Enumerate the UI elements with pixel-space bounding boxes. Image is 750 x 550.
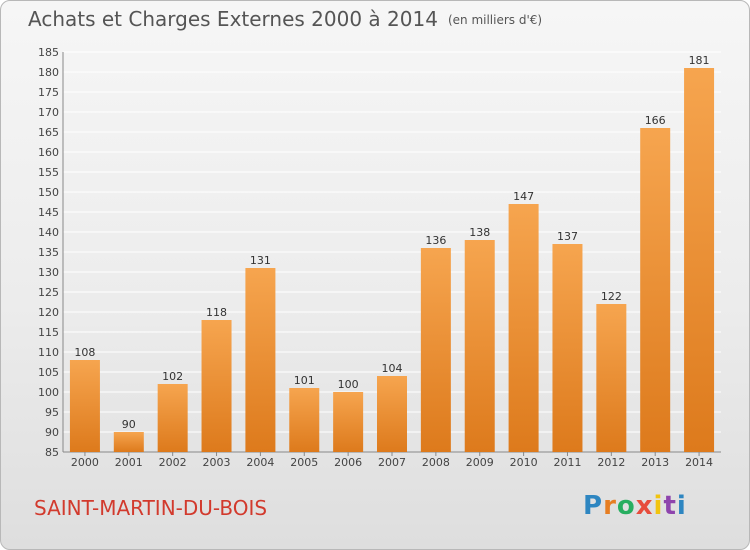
y-tick-label: 150 (38, 186, 59, 199)
x-tick-label: 2003 (203, 456, 231, 469)
y-tick-label: 145 (38, 206, 59, 219)
y-tick-label: 90 (45, 426, 59, 439)
bar-value-label: 122 (601, 290, 622, 303)
bar-value-label: 166 (645, 114, 666, 127)
y-tick-label: 160 (38, 146, 59, 159)
bar-2006 (333, 392, 364, 452)
bar-2007 (377, 376, 407, 452)
y-tick-label: 130 (38, 266, 59, 279)
x-tick-label: 2000 (71, 456, 99, 469)
logo-letter: i (653, 491, 664, 521)
x-tick-label: 2010 (510, 456, 538, 469)
logo-letter: o (616, 491, 636, 521)
bar-2012 (596, 304, 627, 452)
bar-value-label: 147 (513, 190, 534, 203)
x-tick-label: 2014 (685, 456, 713, 469)
bar-value-label: 104 (382, 362, 403, 375)
x-tick-label: 2005 (290, 456, 318, 469)
bar-value-label: 101 (294, 374, 315, 387)
logo-letter: P (583, 491, 604, 521)
bar-2010 (508, 204, 539, 452)
x-tick-label: 2002 (159, 456, 187, 469)
bar-value-label: 181 (689, 54, 710, 67)
x-tick-label: 2012 (597, 456, 625, 469)
bar-value-label: 102 (162, 370, 183, 383)
logo-letter: i (676, 491, 687, 521)
bar-2003 (201, 320, 232, 452)
y-tick-label: 100 (38, 386, 59, 399)
y-tick-label: 110 (38, 346, 59, 359)
x-tick-label: 2011 (553, 456, 581, 469)
logo-letter: t (663, 491, 677, 521)
bar-2013 (640, 128, 671, 452)
y-tick-label: 95 (45, 406, 59, 419)
bar-2004 (245, 268, 276, 452)
bar-2002 (157, 384, 188, 452)
y-tick-label: 140 (38, 226, 59, 239)
chart-title: Achats et Charges Externes 2000 à 2014 (e… (28, 7, 542, 31)
y-tick-label: 180 (38, 66, 59, 79)
x-tick-label: 2009 (466, 456, 494, 469)
x-tick-label: 2007 (378, 456, 406, 469)
chart-unit: (en milliers d'€) (447, 13, 543, 27)
y-tick-label: 170 (38, 106, 59, 119)
x-tick-label: 2004 (246, 456, 274, 469)
bar-value-label: 138 (469, 226, 490, 239)
bar-value-label: 100 (338, 378, 359, 391)
bar-value-label: 136 (425, 234, 446, 247)
y-tick-label: 85 (45, 446, 59, 459)
y-tick-label: 105 (38, 366, 59, 379)
bar-2009 (464, 240, 495, 452)
proxiti-logo: Proxiti (583, 491, 687, 521)
y-tick-label: 175 (38, 86, 59, 99)
bar-2014 (684, 68, 715, 452)
y-tick-label: 115 (38, 326, 59, 339)
x-tick-label: 2008 (422, 456, 450, 469)
y-tick-label: 120 (38, 306, 59, 319)
bar-value-label: 108 (74, 346, 95, 359)
bar-value-label: 131 (250, 254, 271, 267)
city-name: SAINT-MARTIN-DU-BOIS (34, 496, 268, 520)
y-tick-label: 155 (38, 166, 59, 179)
x-tick-label: 2013 (641, 456, 669, 469)
bar-2008 (420, 248, 451, 452)
chart-title-text: Achats et Charges Externes 2000 à 2014 (28, 7, 438, 31)
x-tick-label: 2001 (115, 456, 143, 469)
bar-2000 (69, 360, 100, 452)
y-tick-label: 185 (38, 46, 59, 59)
x-tick-label: 2006 (334, 456, 362, 469)
bar-value-label: 118 (206, 306, 227, 319)
bar-2001 (113, 432, 144, 452)
y-tick-label: 165 (38, 126, 59, 139)
y-tick-label: 135 (38, 246, 59, 259)
bar-value-label: 90 (122, 418, 136, 431)
bar-value-label: 137 (557, 230, 578, 243)
bar-2011 (552, 244, 583, 452)
y-tick-label: 125 (38, 286, 59, 299)
bar-2005 (289, 388, 320, 452)
logo-letter: r (603, 491, 617, 521)
logo-letter: x (635, 491, 654, 521)
